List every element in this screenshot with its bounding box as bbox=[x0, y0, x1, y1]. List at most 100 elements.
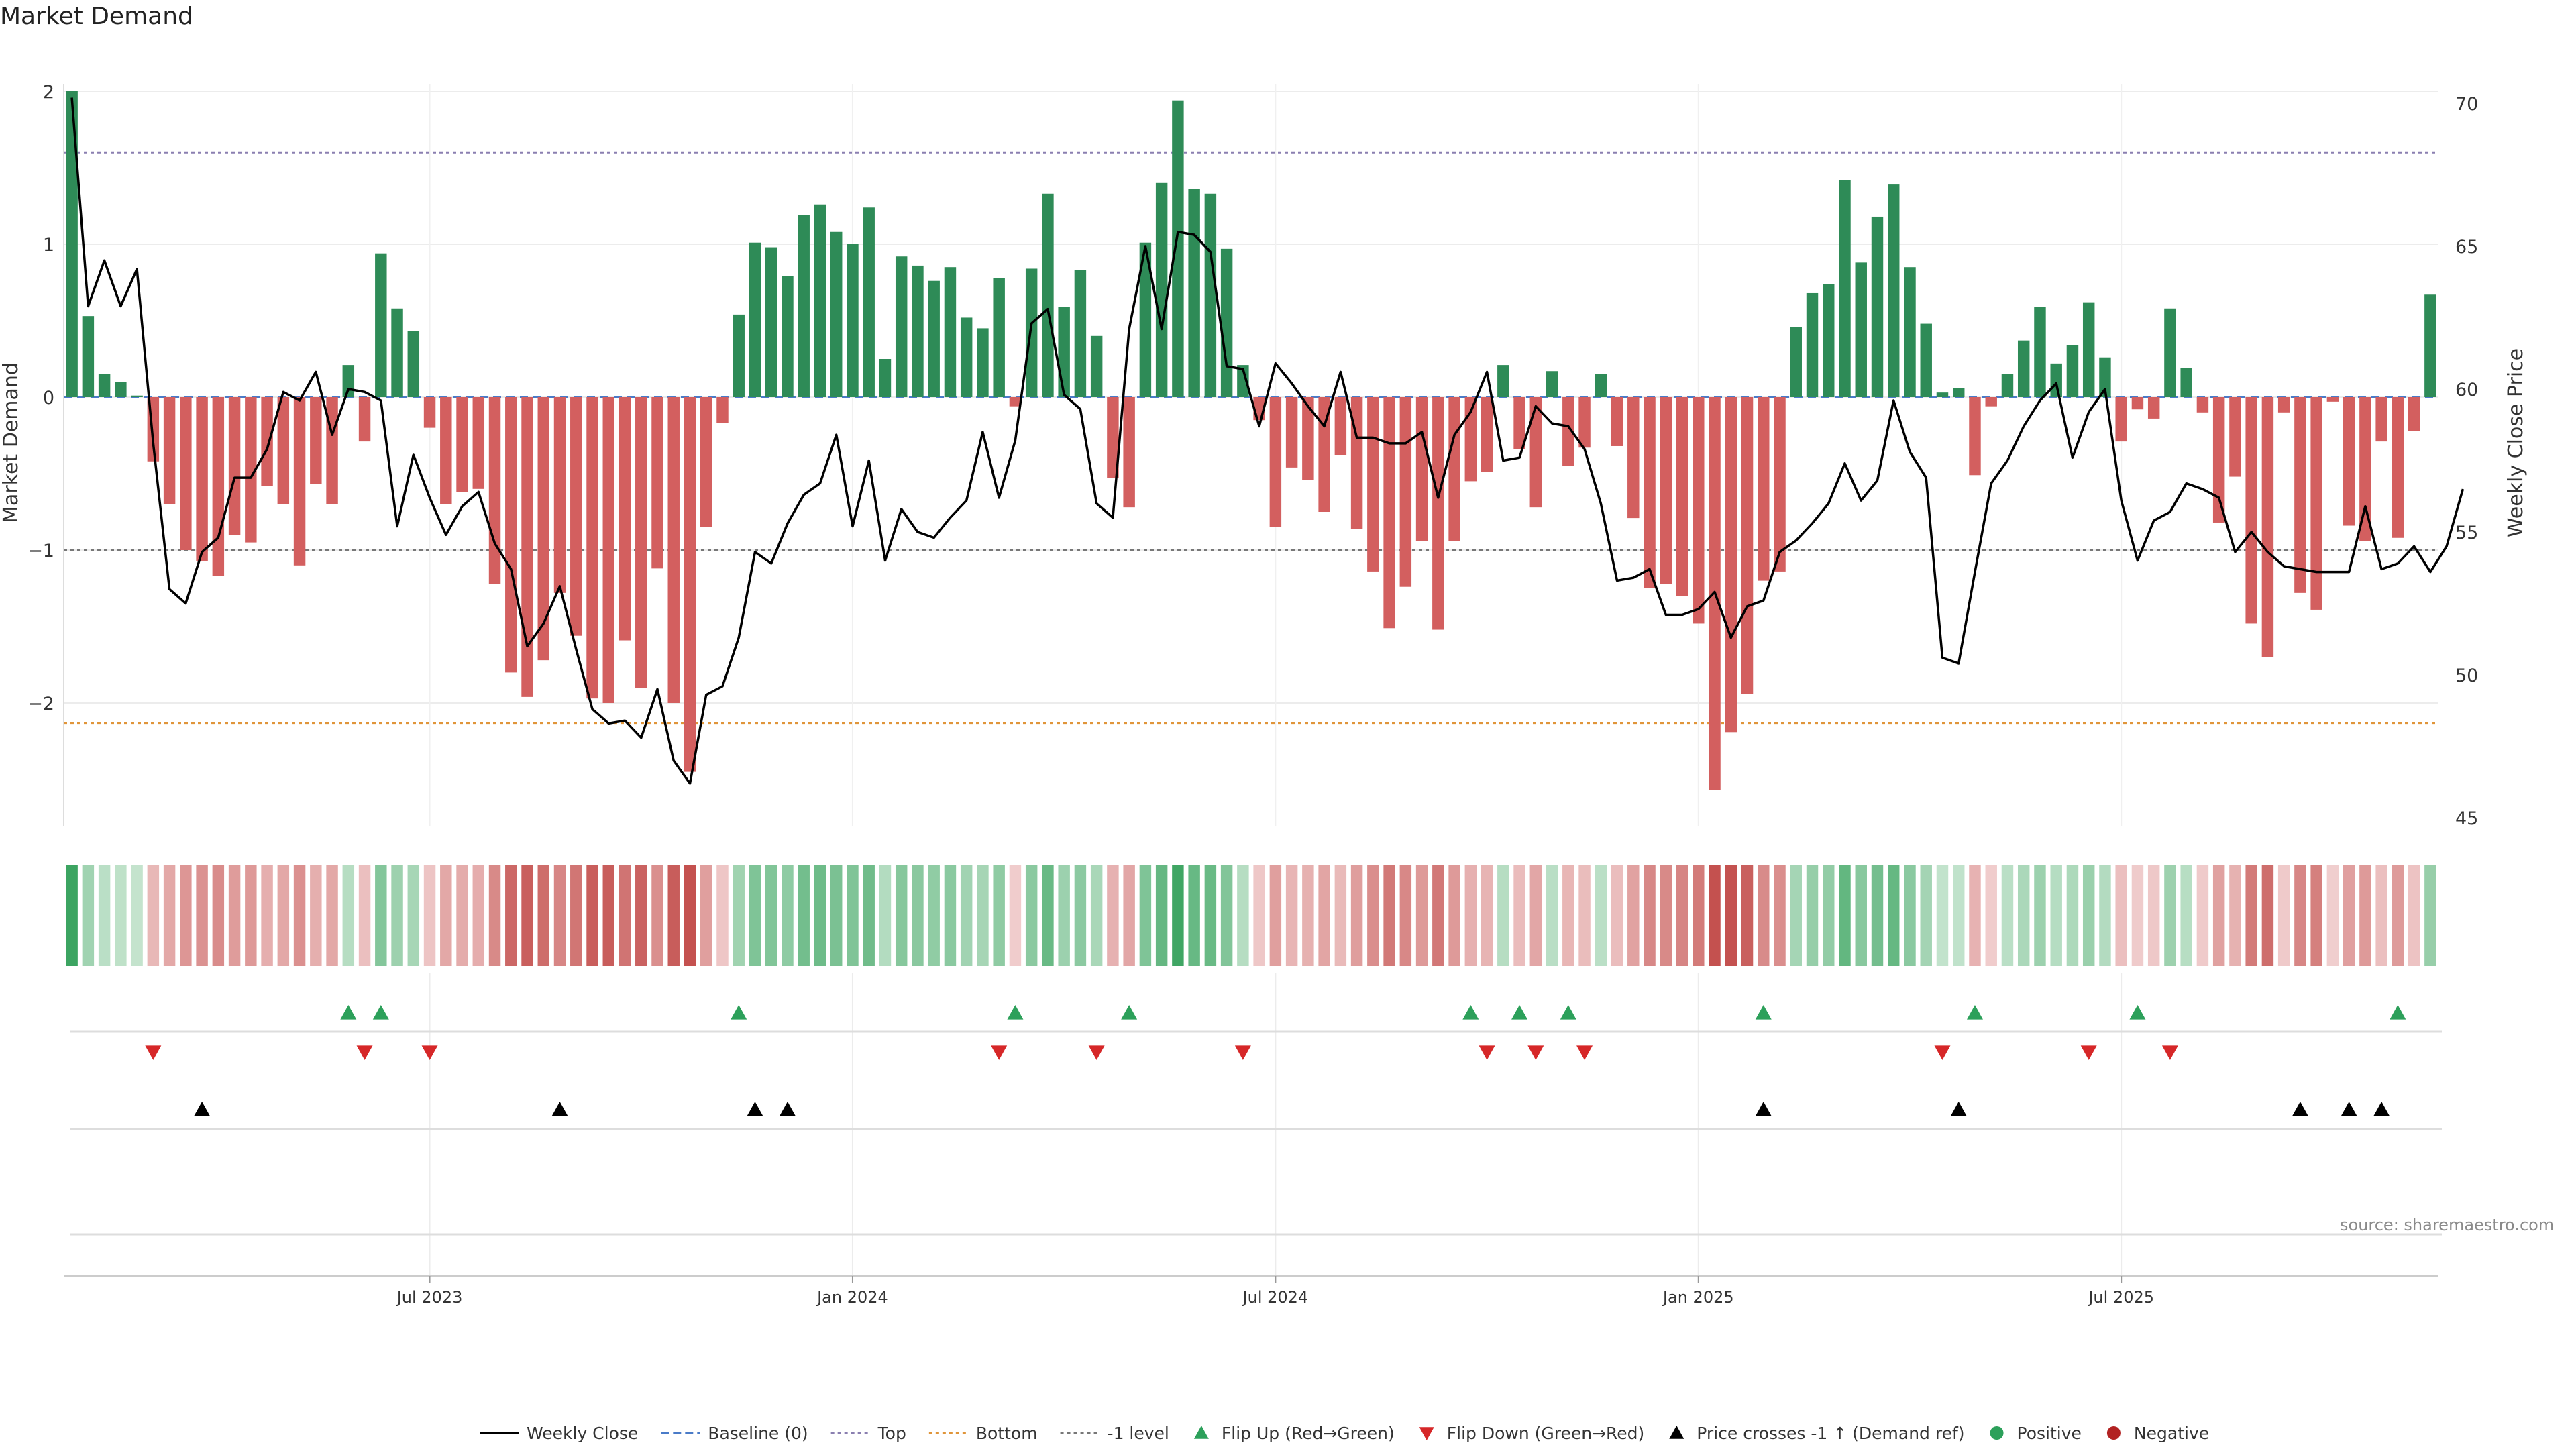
demand-bar bbox=[2001, 374, 2014, 397]
demand-bar bbox=[1888, 184, 1900, 397]
heat-cell bbox=[1188, 865, 1200, 966]
heat-cell bbox=[2066, 865, 2079, 966]
y-tick-label: −1 bbox=[28, 541, 54, 561]
demand-bar bbox=[2082, 302, 2095, 397]
demand-bar bbox=[488, 397, 501, 584]
demand-bar bbox=[1823, 284, 1835, 397]
demand-bar bbox=[212, 397, 225, 576]
heat-cell bbox=[830, 865, 843, 966]
legend-swatch bbox=[1193, 1426, 1209, 1439]
demand-bar bbox=[375, 253, 387, 397]
legend-label: Negative bbox=[2134, 1424, 2209, 1443]
flip-down-marker bbox=[1479, 1045, 1495, 1060]
demand-bar bbox=[651, 397, 663, 569]
y2-tick-label: 65 bbox=[2455, 237, 2478, 258]
demand-bar bbox=[310, 397, 322, 484]
x-tick-label: Jan 2024 bbox=[816, 1288, 888, 1307]
legend-item: Top bbox=[830, 1424, 906, 1443]
demand-bar bbox=[1009, 397, 1022, 407]
heat-cell bbox=[1725, 865, 1737, 966]
heat-cell bbox=[782, 865, 794, 966]
heat-cell bbox=[2099, 865, 2111, 966]
gridlines bbox=[64, 84, 2438, 1275]
demand-bar bbox=[814, 204, 826, 397]
demand-bar bbox=[472, 397, 485, 489]
demand-bar bbox=[2212, 397, 2225, 523]
demand-bar bbox=[82, 316, 95, 397]
flip-down-marker bbox=[356, 1045, 373, 1060]
demand-bar bbox=[2017, 340, 2030, 397]
demand-bar bbox=[1220, 248, 1233, 397]
heat-cell bbox=[293, 865, 306, 966]
heat-cell bbox=[2082, 865, 2095, 966]
source-credit: source: sharemaestro.com bbox=[2340, 1216, 2555, 1234]
heat-cell bbox=[765, 865, 777, 966]
heat-cell bbox=[1285, 865, 1298, 966]
demand-bar bbox=[456, 397, 468, 492]
heat-cell bbox=[960, 865, 973, 966]
demand-bar bbox=[2277, 397, 2290, 413]
legend-swatch bbox=[1669, 1426, 1684, 1439]
demand-bar bbox=[423, 397, 436, 428]
x-tick-label: Jul 2024 bbox=[1242, 1288, 1309, 1307]
demand-bar bbox=[993, 278, 1005, 397]
demand-bar bbox=[749, 242, 761, 397]
y-tick-label: 0 bbox=[43, 388, 54, 409]
heat-cell bbox=[1464, 865, 1477, 966]
demand-bar bbox=[1676, 397, 1688, 596]
heat-cell bbox=[1709, 865, 1721, 966]
demand-bar bbox=[1985, 397, 1997, 407]
heat-cell bbox=[1090, 865, 1103, 966]
heat-cell bbox=[1774, 865, 1786, 966]
heat-cell bbox=[326, 865, 338, 966]
demand-bar bbox=[1513, 397, 1525, 449]
flip-up-marker bbox=[340, 1005, 357, 1020]
heat-cell bbox=[2131, 865, 2144, 966]
demand-bar bbox=[1562, 397, 1574, 466]
heat-cell bbox=[667, 865, 680, 966]
heat-cell bbox=[1009, 865, 1022, 966]
demand-bar bbox=[700, 397, 712, 527]
demand-bar bbox=[293, 397, 306, 566]
demand-bar bbox=[716, 397, 729, 423]
heat-cell bbox=[1107, 865, 1119, 966]
heat-cell bbox=[1123, 865, 1135, 966]
demand-bar bbox=[98, 374, 111, 397]
heat-cell bbox=[440, 865, 452, 966]
demand-bar bbox=[863, 207, 875, 397]
demand-bar bbox=[1497, 365, 1509, 397]
demand-bar bbox=[1074, 270, 1087, 397]
demand-bar bbox=[1578, 397, 1591, 448]
demand-bar bbox=[1123, 397, 1135, 508]
demand-heat-strip bbox=[66, 865, 2436, 966]
flip-up-marker bbox=[1966, 1005, 1983, 1020]
y-axis-label: Market Demand bbox=[0, 362, 23, 523]
y2-tick-label: 45 bbox=[2455, 808, 2478, 829]
heat-cell bbox=[1253, 865, 1265, 966]
demand-bar bbox=[586, 397, 598, 699]
price-cross-marker bbox=[2341, 1102, 2357, 1116]
heat-cell bbox=[2424, 865, 2436, 966]
heat-cell bbox=[1888, 865, 1900, 966]
legend-label: Price crosses -1 ↑ (Demand ref) bbox=[1697, 1424, 1964, 1443]
flip-up-marker bbox=[1462, 1005, 1479, 1020]
demand-bar bbox=[1415, 397, 1428, 541]
heat-cell bbox=[82, 865, 95, 966]
demand-bar bbox=[1464, 397, 1477, 482]
legend-item: Negative bbox=[2106, 1424, 2209, 1443]
heat-cell bbox=[2326, 865, 2339, 966]
flip-up-marker bbox=[731, 1005, 747, 1020]
heat-cell bbox=[716, 865, 729, 966]
demand-bar bbox=[782, 276, 794, 397]
flip-up-marker bbox=[372, 1005, 389, 1020]
demand-bar bbox=[180, 397, 192, 550]
price-cross-marker bbox=[551, 1102, 568, 1116]
weekly-close-line bbox=[70, 97, 2465, 785]
heat-cell bbox=[375, 865, 387, 966]
heat-cell bbox=[1513, 865, 1525, 966]
heat-cell bbox=[814, 865, 826, 966]
demand-bar bbox=[2164, 308, 2176, 397]
y2-tick-label: 55 bbox=[2455, 523, 2478, 543]
legend-label: Flip Down (Green→Red) bbox=[1447, 1424, 1645, 1443]
demand-bar bbox=[944, 267, 957, 397]
